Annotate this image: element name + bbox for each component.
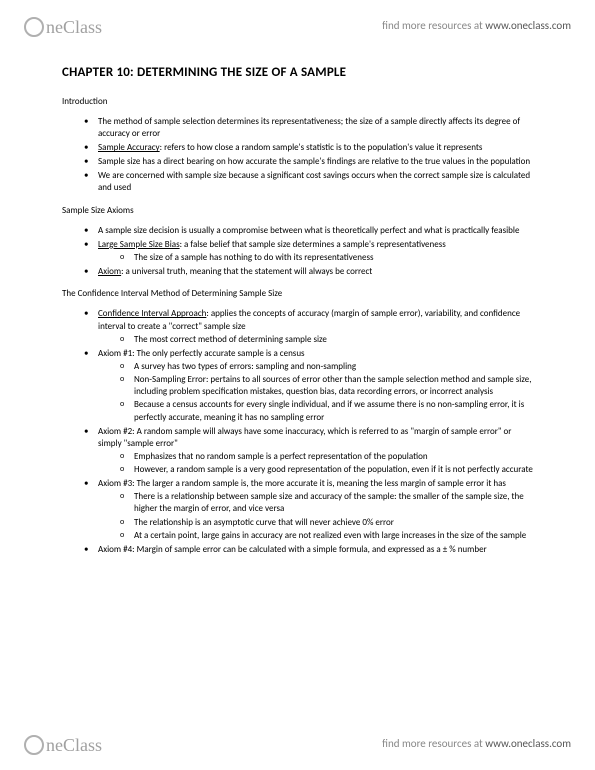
- page-footer: ne Class find more resources at www.onec…: [0, 722, 595, 770]
- logo-text-2: Class: [63, 17, 102, 38]
- logo-circle-icon: [24, 17, 44, 37]
- intro-list: The method of sample selection determine…: [62, 116, 533, 195]
- ci-list: Confidence Interval Approach: applies th…: [62, 308, 533, 556]
- header-resource-link: find more resources at www.oneclass.com: [382, 19, 571, 32]
- list-item: Sample Accuracy: refers to how close a r…: [84, 142, 533, 154]
- sub-list: A survey has two types of errors: sampli…: [98, 361, 533, 424]
- page-title: CHAPTER 10: DETERMINING THE SIZE OF A SA…: [62, 64, 533, 82]
- list-item: We are concerned with sample size becaus…: [84, 170, 533, 194]
- list-item: Non-Sampling Error: pertains to all sour…: [120, 374, 533, 398]
- list-item: Axiom: a universal truth, meaning that t…: [84, 266, 533, 278]
- brand-logo: ne Class: [24, 731, 102, 756]
- list-item: Sample size has a direct bearing on how …: [84, 156, 533, 168]
- document-body: CHAPTER 10: DETERMINING THE SIZE OF A SA…: [0, 46, 595, 568]
- list-item: Axiom #4: Margin of sample error can be …: [84, 544, 533, 556]
- logo-circle-icon: [24, 735, 44, 755]
- logo-text-2: Class: [63, 735, 102, 756]
- brand-logo: ne Class: [24, 13, 102, 38]
- page-header: ne Class find more resources at www.onec…: [0, 0, 595, 46]
- sub-list: The most correct method of determining s…: [98, 334, 533, 346]
- list-item: The most correct method of determining s…: [120, 334, 533, 346]
- list-item: There is a relationship between sample s…: [120, 491, 533, 515]
- list-item: The relationship is an asymptotic curve …: [120, 517, 533, 529]
- footer-link-prefix: find more resources at: [382, 737, 485, 750]
- sub-list: The size of a sample has nothing to do w…: [98, 252, 533, 264]
- list-item: Large Sample Size Bias: a false belief t…: [84, 239, 533, 264]
- list-item: The method of sample selection determine…: [84, 116, 533, 140]
- footer-resource-link: find more resources at www.oneclass.com: [382, 737, 571, 750]
- sub-list: There is a relationship between sample s…: [98, 491, 533, 542]
- header-link-url[interactable]: www.oneclass.com: [485, 19, 571, 32]
- list-item: The size of a sample has nothing to do w…: [120, 252, 533, 264]
- logo-text-1: ne: [46, 17, 63, 38]
- footer-link-url[interactable]: www.oneclass.com: [485, 737, 571, 750]
- list-item: A sample size decision is usually a comp…: [84, 225, 533, 237]
- list-item: Axiom #1: The only perfectly accurate sa…: [84, 348, 533, 424]
- list-item: A survey has two types of errors: sampli…: [120, 361, 533, 373]
- list-item: Confidence Interval Approach: applies th…: [84, 308, 533, 345]
- sub-list: Emphasizes that no random sample is a pe…: [98, 451, 533, 476]
- section-label-intro: Introduction: [62, 96, 533, 108]
- section-label-ci: The Confidence Interval Method of Determ…: [62, 288, 533, 300]
- list-item: At a certain point, large gains in accur…: [120, 530, 533, 542]
- logo-text-1: ne: [46, 735, 63, 756]
- header-link-prefix: find more resources at: [382, 19, 485, 32]
- list-item: Because a census accounts for every sing…: [120, 399, 533, 423]
- section-label-axioms: Sample Size Axioms: [62, 205, 533, 217]
- list-item: However, a random sample is a very good …: [120, 464, 533, 476]
- list-item: Axiom #2: A random sample will always ha…: [84, 426, 533, 477]
- axioms-list: A sample size decision is usually a comp…: [62, 225, 533, 279]
- list-item: Axiom #3: The larger a random sample is,…: [84, 478, 533, 542]
- list-item: Emphasizes that no random sample is a pe…: [120, 451, 533, 463]
